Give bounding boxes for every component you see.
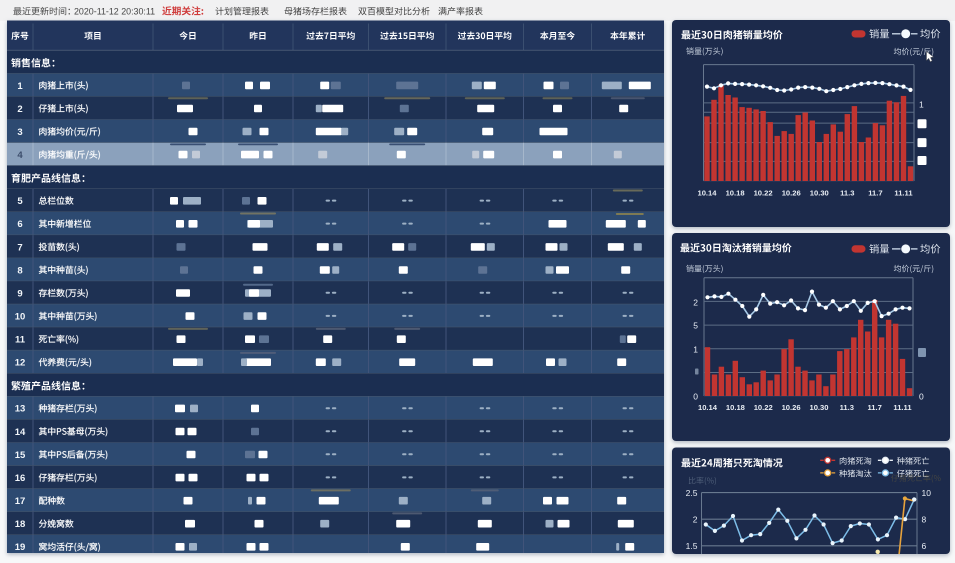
svg-text:10: 10 (922, 488, 932, 498)
svg-text:11.7: 11.7 (868, 403, 882, 412)
svg-text:13: 13 (15, 404, 26, 415)
svg-text:10.26: 10.26 (782, 403, 801, 412)
svg-text:10.18: 10.18 (726, 403, 745, 412)
svg-text:1: 1 (919, 100, 924, 110)
svg-text:15: 15 (15, 450, 26, 461)
svg-text:10.22: 10.22 (754, 189, 773, 198)
svg-text:10.14: 10.14 (697, 189, 717, 198)
svg-text:9: 9 (17, 288, 22, 299)
svg-text:0: 0 (919, 392, 924, 402)
svg-text:11.3: 11.3 (840, 403, 854, 412)
svg-text:10.14: 10.14 (698, 403, 718, 412)
svg-text:2.5: 2.5 (686, 488, 698, 498)
svg-text:10.30: 10.30 (809, 403, 828, 412)
svg-text:3: 3 (17, 127, 22, 138)
svg-text:10.22: 10.22 (754, 403, 773, 412)
svg-text:10.18: 10.18 (726, 189, 745, 198)
svg-text:16: 16 (15, 473, 26, 484)
svg-text:2: 2 (693, 514, 698, 524)
svg-text:11.11: 11.11 (894, 189, 913, 198)
svg-text:11: 11 (15, 335, 26, 346)
svg-text:10.30: 10.30 (810, 189, 829, 198)
svg-text:11.11: 11.11 (893, 403, 912, 412)
svg-text:0: 0 (693, 392, 698, 402)
svg-text:1.5: 1.5 (686, 541, 698, 551)
svg-text:1: 1 (17, 81, 23, 92)
svg-text:10: 10 (15, 312, 26, 323)
svg-text:11.3: 11.3 (840, 189, 854, 198)
svg-text:5: 5 (17, 196, 23, 207)
svg-text:14: 14 (15, 427, 26, 438)
svg-text:1: 1 (693, 344, 698, 354)
svg-text:4: 4 (17, 150, 23, 161)
svg-text:6: 6 (922, 541, 927, 551)
svg-text:19: 19 (15, 542, 26, 553)
svg-text:12: 12 (15, 358, 26, 369)
svg-text:10.26: 10.26 (782, 189, 801, 198)
svg-text:5: 5 (693, 321, 698, 331)
svg-text:2: 2 (17, 104, 22, 115)
svg-text:18: 18 (15, 519, 26, 530)
svg-text:11.7: 11.7 (868, 189, 882, 198)
svg-text:2020-11-12 20:30:11: 2020-11-12 20:30:11 (74, 7, 155, 17)
svg-text:8: 8 (17, 265, 22, 276)
svg-text:17: 17 (15, 496, 26, 507)
svg-text:6: 6 (17, 219, 22, 230)
svg-text:7: 7 (17, 242, 22, 253)
svg-text:2: 2 (693, 297, 698, 307)
svg-text:8: 8 (922, 514, 927, 524)
